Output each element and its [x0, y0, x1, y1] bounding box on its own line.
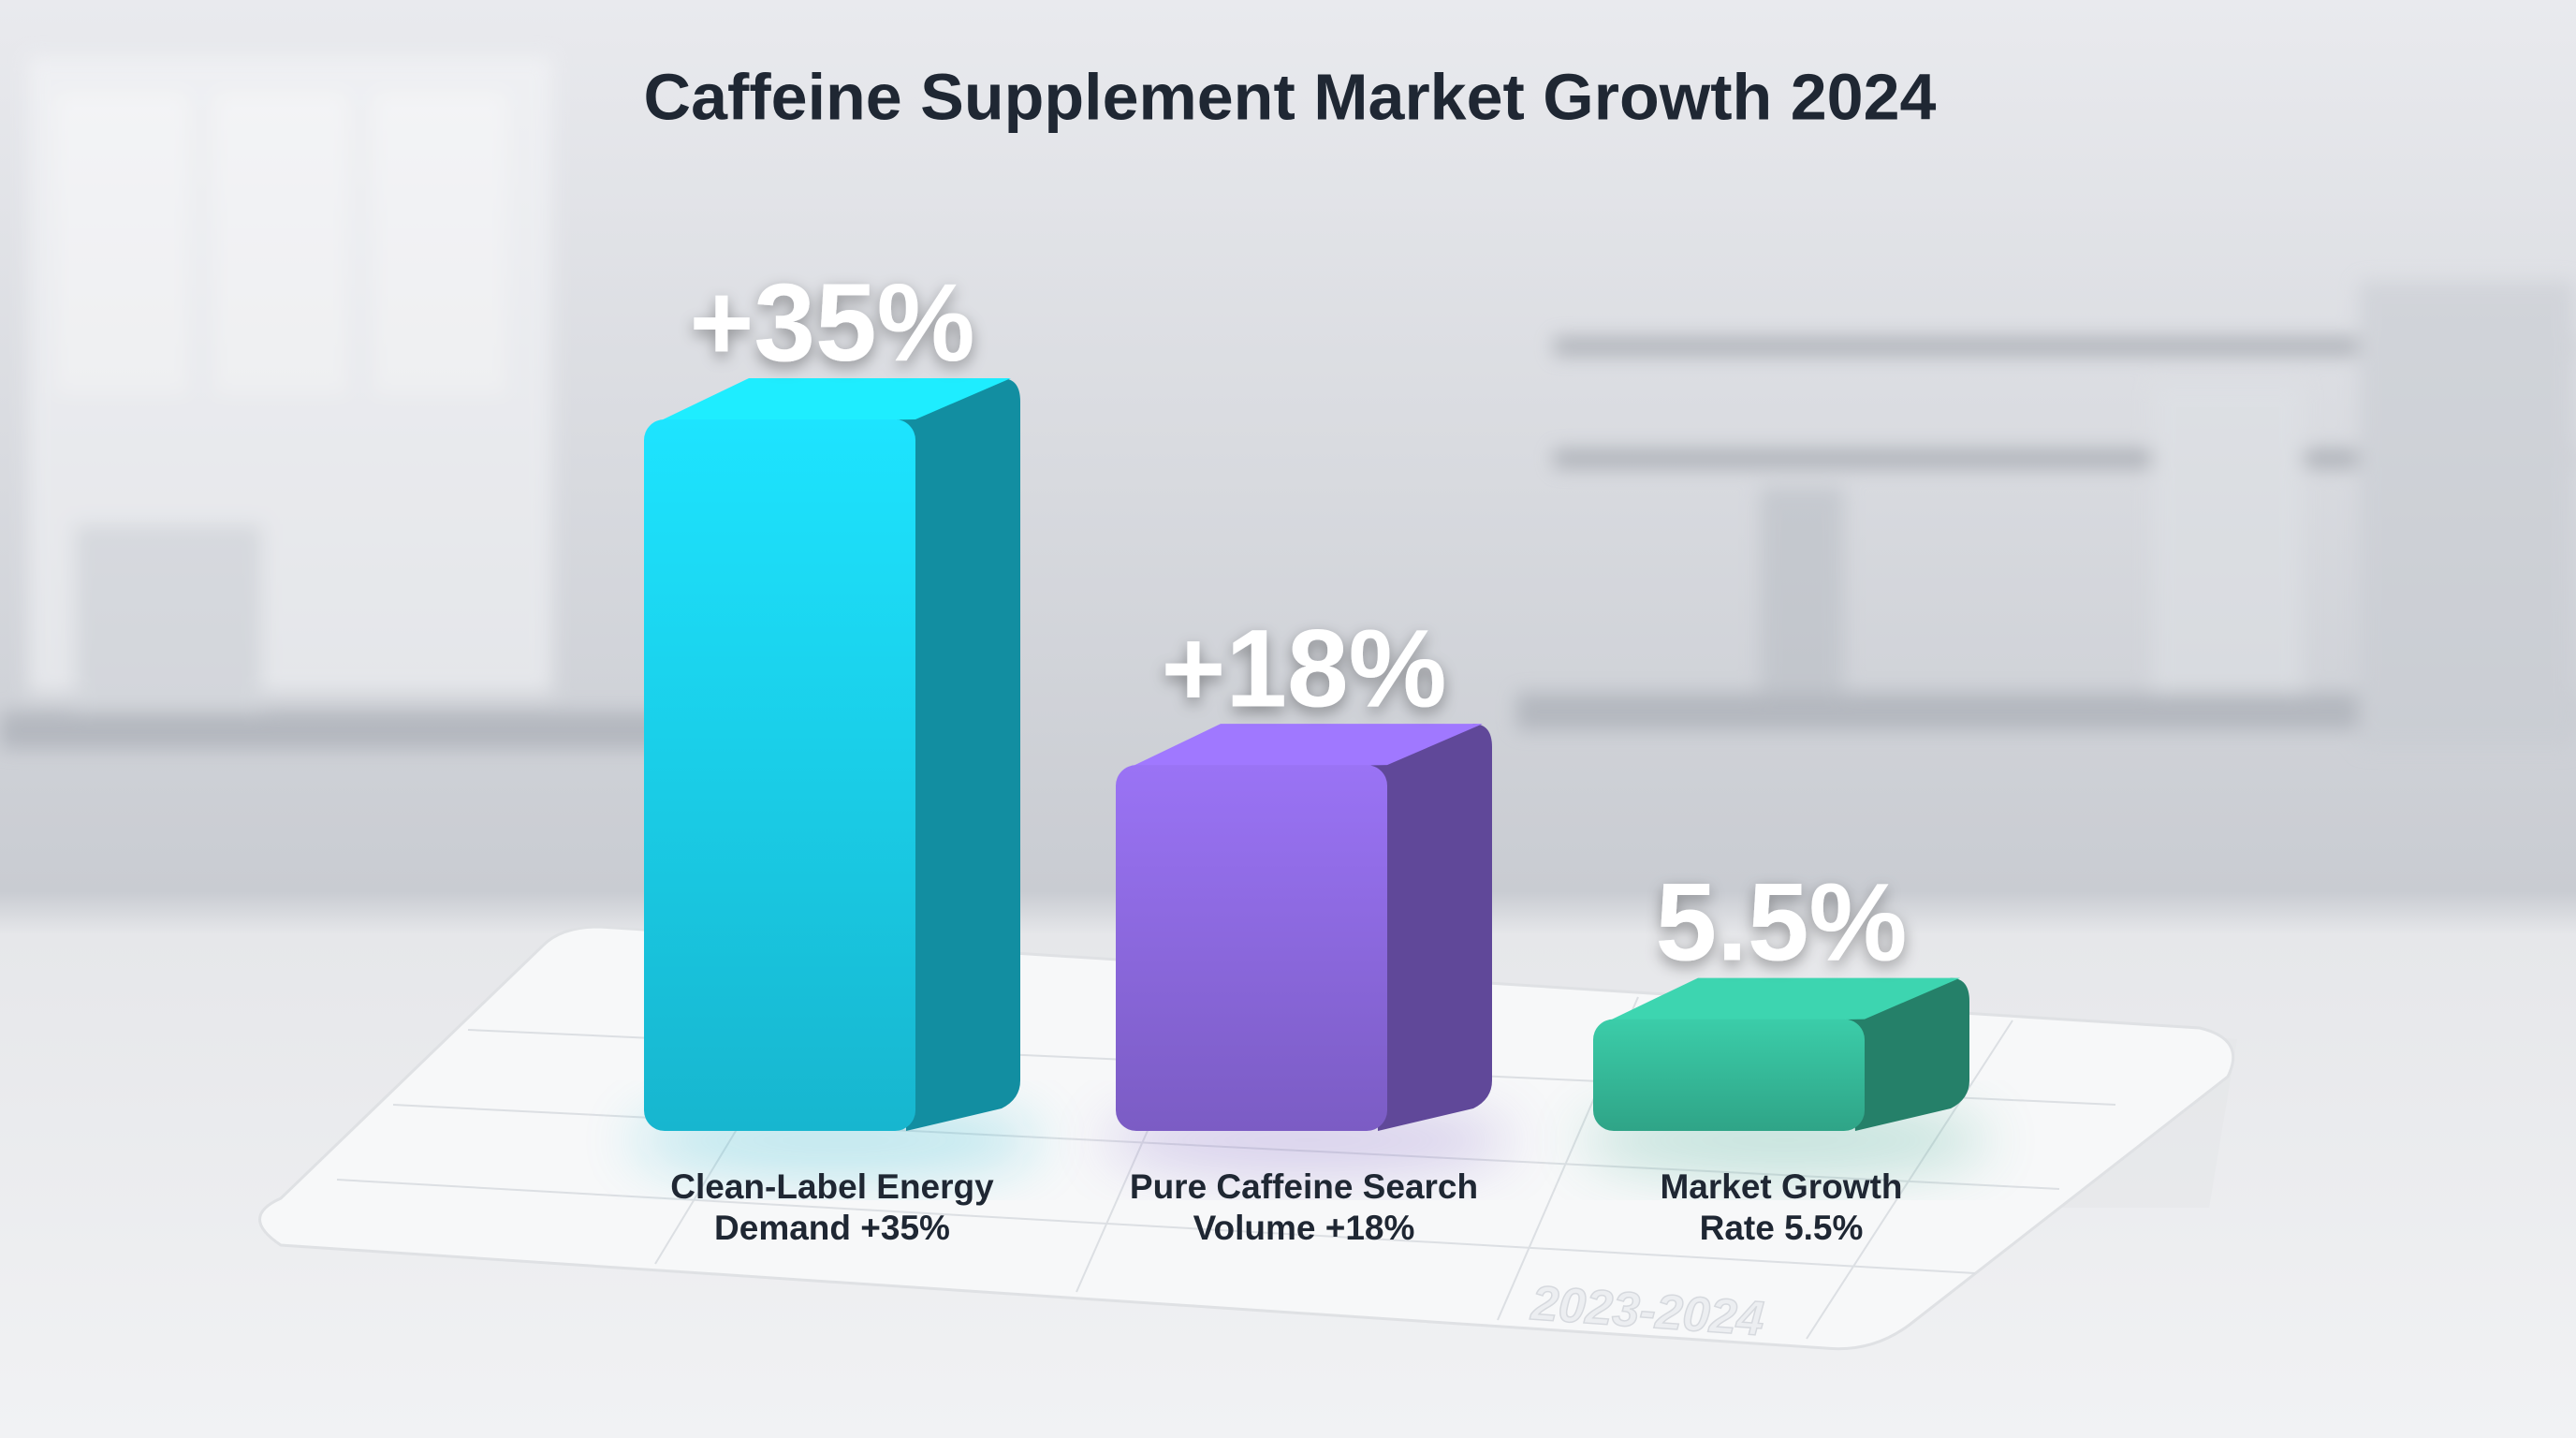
x-tick-label: Clean-Label Energy	[670, 1167, 994, 1206]
bar-top	[653, 378, 1011, 424]
bar	[644, 419, 915, 1131]
value-label: 5.5%	[1656, 861, 1908, 985]
x-tick-label: Market Growth	[1660, 1167, 1902, 1206]
x-tick-label: Volume +18%	[1193, 1209, 1415, 1247]
bar-side	[1368, 724, 1492, 1131]
lab-backdrop	[0, 56, 2576, 749]
bar-top	[1125, 724, 1483, 770]
chart-title: Caffeine Supplement Market Growth 2024	[644, 60, 1937, 133]
x-tick-label: Demand +35%	[714, 1209, 950, 1247]
bar	[1593, 1019, 1865, 1131]
bar-side	[897, 378, 1020, 1131]
x-tick-label: Pure Caffeine Search	[1130, 1167, 1478, 1206]
bar-side	[1846, 977, 1969, 1131]
x-tick-label: Rate 5.5%	[1700, 1209, 1864, 1247]
value-label: +35%	[689, 261, 974, 385]
value-label: +18%	[1161, 607, 1446, 730]
bar-top	[1603, 977, 1960, 1024]
bar	[1116, 765, 1387, 1131]
